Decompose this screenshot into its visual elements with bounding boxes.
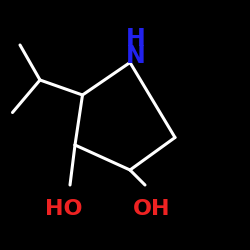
Text: N: N (126, 44, 146, 68)
Text: H: H (126, 27, 146, 51)
Text: HO: HO (45, 199, 82, 219)
Text: OH: OH (132, 199, 170, 219)
